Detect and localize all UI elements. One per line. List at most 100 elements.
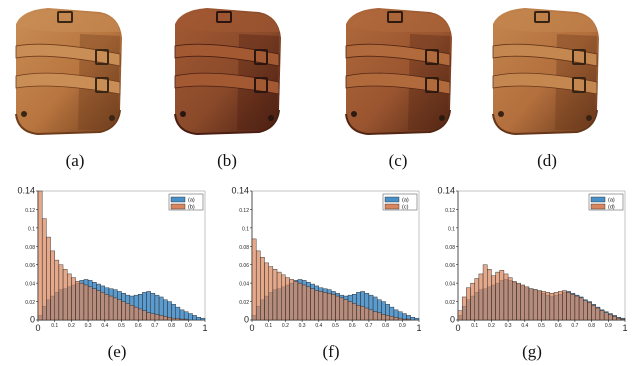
caption-d: (d) [537, 151, 557, 170]
bar-orange [343, 299, 349, 321]
bar-orange [117, 299, 122, 321]
bar-orange [179, 318, 185, 321]
x-tick-label: 1 [416, 323, 421, 333]
bar-orange [62, 269, 68, 321]
bar-orange [167, 317, 172, 321]
bar-orange [142, 310, 147, 321]
bar-orange [474, 278, 480, 321]
bar-orange [562, 290, 567, 321]
bar-orange [272, 269, 278, 321]
bar-blue [171, 304, 176, 321]
bar-orange [583, 300, 588, 321]
bar-blue [192, 315, 197, 321]
bar-orange [175, 317, 181, 321]
bar-orange [397, 317, 403, 321]
buckle-right-lower [254, 77, 268, 93]
x-tick-label: 0.1 [265, 323, 272, 329]
bar-orange [339, 297, 345, 321]
bar-orange [314, 290, 320, 321]
photo-d [492, 8, 599, 136]
rivet [21, 111, 27, 117]
bar-orange [507, 277, 513, 321]
bar-blue [179, 309, 185, 321]
strap-upper [174, 43, 280, 67]
bar-orange [46, 236, 51, 321]
y-tick-label: 0.12 [239, 208, 249, 214]
bar-orange [516, 282, 521, 321]
x-tick-label: 0 [35, 323, 40, 333]
buckle-right-lower [425, 77, 439, 93]
bar-orange [104, 293, 110, 321]
buckle-top [534, 11, 550, 23]
x-tick-label: 0.5 [332, 323, 339, 329]
x-tick-label: 0 [249, 323, 254, 333]
bar-orange [532, 289, 538, 321]
bar-orange [385, 315, 390, 321]
bar-orange [616, 317, 622, 321]
bar-orange [495, 271, 500, 321]
x-tick-label: 0.3 [505, 323, 512, 329]
strap-lower [174, 72, 280, 95]
rivet [586, 115, 592, 121]
bar-orange [50, 250, 55, 321]
bar-orange [83, 284, 89, 321]
caption-g: (g) [522, 342, 542, 361]
bar-orange [264, 262, 269, 321]
bar-orange [71, 277, 76, 321]
bar-orange [150, 313, 156, 321]
bar-orange [549, 293, 555, 321]
bar-blue [200, 317, 206, 321]
legend-label: (c) [402, 205, 409, 211]
strap-upper [15, 43, 121, 67]
x-tick-label: 0.7 [151, 323, 158, 329]
bar-orange [347, 301, 353, 321]
bar-orange [289, 279, 294, 321]
bar-orange [285, 277, 290, 321]
case-edge [492, 109, 598, 136]
bar-orange [466, 287, 471, 321]
y-tick-label: 0.1 [28, 226, 35, 232]
legend-swatch [590, 196, 606, 203]
bar-orange [402, 318, 407, 321]
case-edge [174, 109, 280, 136]
x-tick-label: 0.9 [605, 323, 612, 329]
bar-orange [499, 270, 505, 321]
bar-orange [79, 282, 85, 321]
bar-orange [322, 292, 328, 321]
legend-label: (a) [608, 198, 615, 204]
bar-orange [293, 281, 299, 321]
bar-orange [557, 291, 563, 321]
caption-b: (b) [217, 151, 237, 170]
legend-swatch [384, 196, 400, 203]
x-tick-label: 0.7 [571, 323, 578, 329]
bar-orange [154, 314, 160, 321]
x-tick-label: 0.1 [51, 323, 58, 329]
bar-orange [146, 312, 151, 321]
bar-orange [364, 307, 370, 321]
histogram-f: 0 0.02 0.04 0.06 0.08 0.1 0.12 0.14 0 0.1 0.2 0.3 0.… [231, 186, 421, 334]
bar-orange [595, 307, 601, 321]
bar-orange [537, 290, 542, 321]
bar-orange [100, 292, 106, 321]
x-tick-label: 0.2 [68, 323, 75, 329]
bar-orange [87, 286, 93, 321]
bar-orange [393, 317, 399, 321]
bar-orange [599, 310, 605, 321]
case-body [493, 8, 599, 134]
legend-swatch [384, 203, 400, 210]
bar-orange [318, 291, 324, 321]
bar-orange [96, 290, 101, 321]
x-tick-label: 0.7 [365, 323, 372, 329]
case-edge [15, 109, 121, 136]
buckle-right-upper [425, 49, 439, 65]
bar-orange [482, 264, 488, 321]
caption-e: (e) [107, 342, 127, 361]
rivet [180, 111, 186, 117]
y-tick-label: 0 [450, 315, 455, 325]
caption-c: (c) [388, 151, 408, 170]
x-tick-label: 0.5 [118, 323, 125, 329]
bar-orange [67, 273, 72, 321]
x-tick-label: 0.3 [299, 323, 306, 329]
x-tick-label: 0.4 [101, 323, 108, 329]
bar-orange [587, 302, 592, 321]
